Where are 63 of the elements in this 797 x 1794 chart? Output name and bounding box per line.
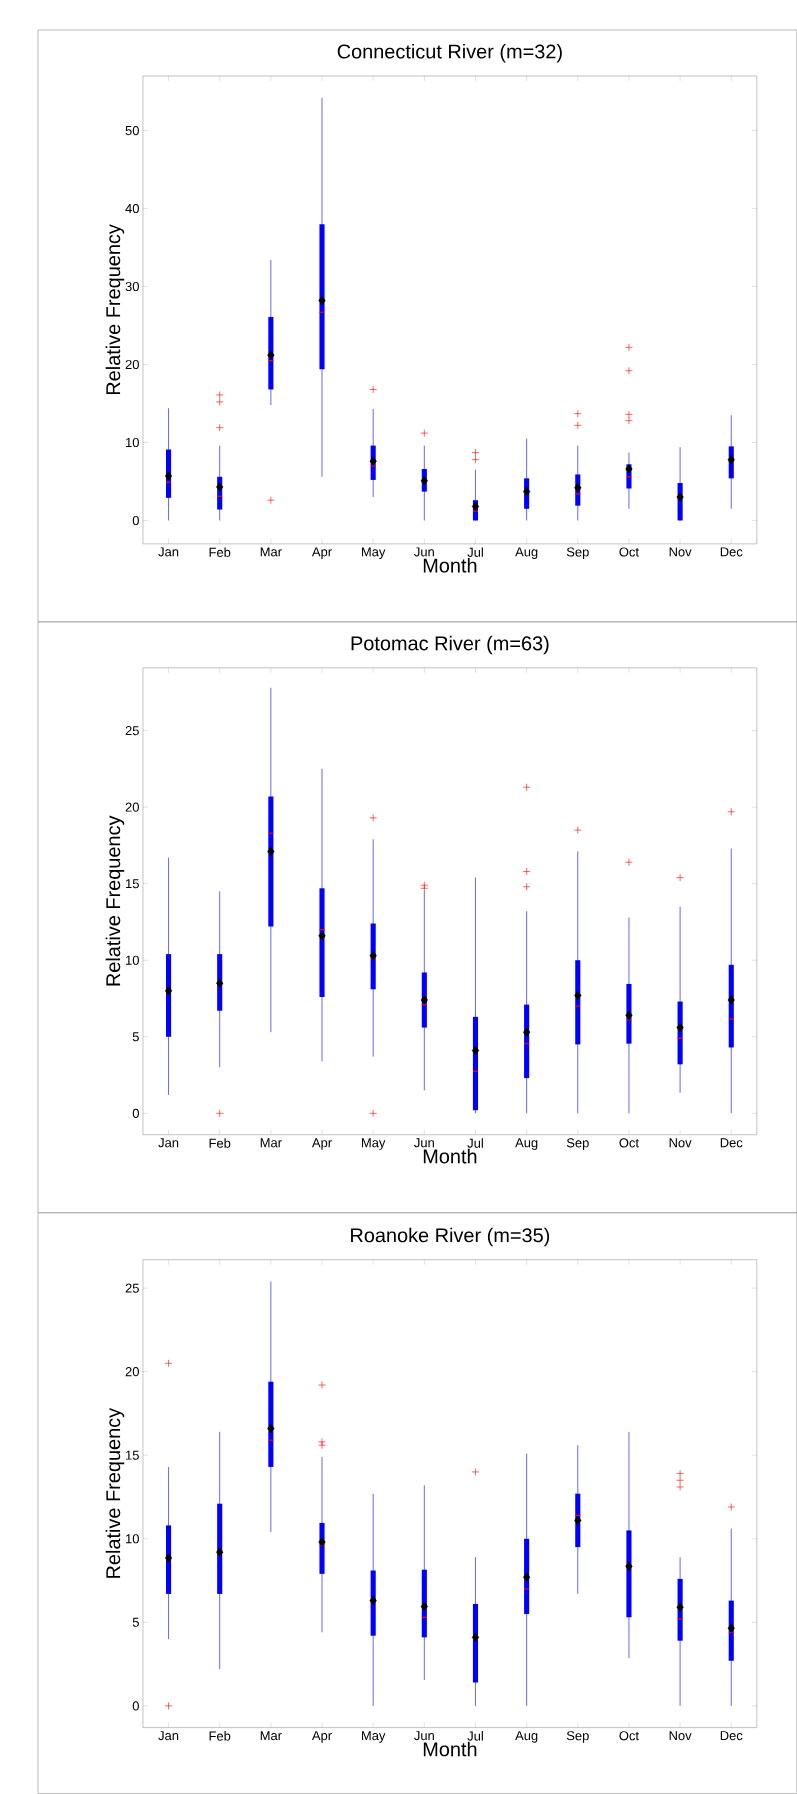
x-axis-title: Month: [423, 1148, 477, 1164]
x-tick-label: May: [361, 547, 386, 559]
x-tick-label: Oct: [619, 1731, 639, 1741]
x-tick-label: Aug: [515, 547, 538, 559]
x-tick-label: Jun: [413, 547, 434, 557]
y-tick-label: 0: [132, 515, 139, 526]
x-tick-label: Oct: [619, 1138, 639, 1148]
x-tick-label: Aug: [515, 1731, 538, 1743]
y-axis-title: Relative Frequency: [105, 815, 125, 986]
y-tick-label: 25: [125, 1283, 139, 1293]
x-tick-label: Nov: [669, 1138, 692, 1148]
x-tick-label: Feb: [209, 1138, 231, 1148]
x-tick-label: Nov: [669, 547, 692, 557]
chart-title: Connecticut River (m=32): [337, 43, 562, 63]
x-tick-label: Jun: [413, 1138, 434, 1148]
x-tick-label: Jul: [467, 1138, 483, 1148]
y-axis-title: Relative Frequency: [105, 1407, 125, 1578]
x-tick-label: Feb: [209, 547, 231, 557]
x-tick-label: Oct: [619, 547, 639, 557]
x-tick-label: Apr: [311, 1138, 332, 1150]
x-tick-label: Dec: [720, 1731, 743, 1741]
x-tick-label: Sep: [566, 547, 589, 560]
x-tick-label: Dec: [720, 1138, 743, 1148]
x-tick-label: Jan: [158, 1731, 179, 1741]
x-tick-label: Sep: [566, 1138, 589, 1150]
y-tick-label: 0: [132, 1108, 139, 1118]
x-tick-label: Mar: [260, 1731, 282, 1741]
x-tick-label: Jul: [467, 1731, 483, 1741]
y-tick-label: 5: [132, 1032, 139, 1042]
x-tick-label: Feb: [209, 1731, 231, 1741]
y-tick-label: 50: [125, 125, 139, 136]
y-tick-label: 0: [132, 1701, 139, 1711]
y-tick-label: 25: [125, 726, 139, 736]
chart-title: Potomac River (m=63): [351, 635, 549, 655]
y-tick-label: 15: [125, 1450, 139, 1460]
x-tick-label: Jan: [158, 547, 179, 557]
y-tick-label: 10: [125, 437, 139, 448]
x-tick-label: May: [361, 1731, 386, 1743]
y-tick-label: 30: [125, 281, 139, 292]
y-tick-label: 10: [125, 955, 139, 965]
x-tick-label: Mar: [260, 547, 282, 557]
x-tick-label: Jan: [158, 1138, 179, 1148]
x-tick-label: Jun: [413, 1731, 434, 1741]
x-tick-label: Sep: [566, 1731, 589, 1743]
y-tick-label: 10: [125, 1534, 139, 1544]
x-tick-label: Apr: [311, 1731, 332, 1743]
x-axis-title: Month: [423, 1741, 477, 1757]
x-tick-label: Aug: [515, 1138, 538, 1150]
y-tick-label: 15: [125, 879, 139, 889]
y-tick-label: 40: [125, 203, 139, 214]
y-tick-label: 5: [132, 1617, 139, 1627]
y-tick-label: 20: [125, 359, 139, 370]
y-axis-title: Relative Frequency: [105, 224, 125, 395]
x-tick-label: Dec: [720, 547, 743, 557]
x-tick-label: May: [361, 1138, 386, 1150]
x-tick-label: Jul: [467, 547, 483, 557]
x-tick-label: Nov: [669, 1731, 692, 1741]
x-tick-label: Mar: [260, 1138, 282, 1148]
chart-title: Roanoke River (m=35): [350, 1227, 549, 1247]
x-axis-title: Month: [423, 557, 477, 573]
y-tick-label: 20: [125, 1367, 139, 1377]
y-tick-label: 20: [125, 802, 139, 812]
x-tick-label: Apr: [311, 547, 332, 559]
